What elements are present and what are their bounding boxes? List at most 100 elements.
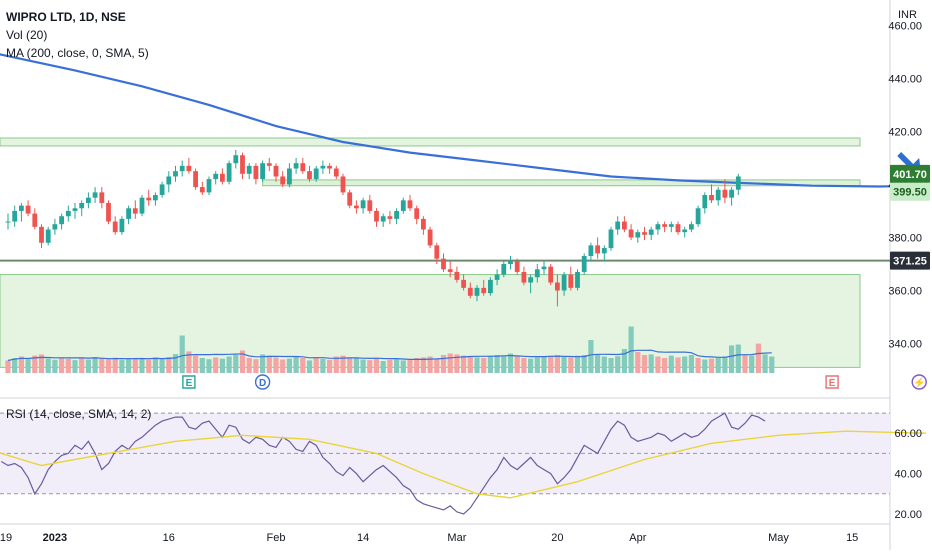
volume-bar — [286, 358, 292, 373]
volume-bar — [99, 358, 105, 373]
volume-bar — [347, 357, 353, 373]
volume-bar — [474, 357, 480, 373]
candle-body — [394, 210, 399, 219]
volume-bar — [92, 357, 98, 373]
time-tick-label: Mar — [447, 532, 466, 544]
volume-bar — [702, 359, 708, 373]
volume-bar — [260, 354, 266, 373]
volume-bar — [132, 358, 138, 373]
volume-bar — [360, 359, 366, 373]
volume-bars — [5, 326, 775, 373]
candle-body — [25, 205, 31, 214]
event-marker-label: E — [186, 378, 193, 389]
volume-bar — [206, 359, 212, 373]
volume-bar — [749, 355, 755, 373]
event-marker[interactable]: E — [182, 375, 196, 389]
volume-bar — [487, 356, 493, 373]
time-tick-label: 2023 — [43, 532, 67, 544]
rsi-tick-label: 60.00 — [894, 428, 922, 440]
legend-volume[interactable]: Vol (20) — [6, 28, 47, 42]
volume-bar — [688, 355, 694, 373]
volume-bar — [755, 343, 761, 373]
event-marker[interactable]: ⚡ — [911, 374, 927, 390]
volume-bar — [246, 358, 252, 373]
volume-bar — [769, 356, 775, 373]
volume-bar — [708, 358, 715, 373]
candle-body — [354, 205, 359, 209]
price-tick-label: 340.00 — [888, 339, 922, 351]
candle-body — [467, 287, 473, 296]
volume-bar — [333, 356, 339, 373]
candle-body — [287, 168, 292, 185]
time-tick-label: 16 — [163, 532, 175, 544]
candle-body — [501, 263, 507, 275]
candle-body — [146, 197, 152, 201]
candle-body — [112, 221, 118, 233]
candle-body — [675, 224, 681, 233]
candle-body — [72, 208, 78, 211]
volume-bar — [233, 355, 239, 373]
candle-body — [534, 269, 540, 278]
volume-bar — [400, 360, 406, 373]
legend-ma[interactable]: MA (200, close, 0, SMA, 5) — [6, 46, 149, 60]
candle-body — [601, 248, 607, 254]
candle-body — [380, 216, 386, 222]
zones — [0, 137, 890, 368]
candle-body — [454, 271, 460, 280]
volume-bar — [729, 345, 735, 373]
candle-body — [488, 279, 493, 294]
dividend-marker — [254, 374, 271, 390]
volume-bar — [166, 357, 172, 373]
volume-bar — [139, 358, 145, 373]
legend-rsi[interactable]: RSI (14, close, SMA, 14, 2) — [6, 407, 151, 421]
candle-body — [126, 208, 131, 219]
time-tick-label: 14 — [357, 532, 369, 544]
volume-bar — [440, 355, 447, 373]
candle-body — [273, 165, 279, 177]
moving-average — [0, 53, 926, 188]
candle-body — [39, 226, 44, 243]
volume-bar — [353, 358, 359, 373]
volume-bar — [655, 356, 661, 373]
volume-bar — [595, 354, 601, 373]
candle-body — [206, 179, 212, 193]
volume-bar — [105, 359, 112, 373]
volume-bar — [554, 355, 560, 373]
candle-body — [153, 195, 158, 201]
candle-body — [421, 218, 426, 230]
event-marker-label: D — [259, 378, 266, 389]
axes: 460.00440.00420.00400.00380.00360.00340.… — [0, 20, 922, 544]
volume-bar — [59, 357, 65, 373]
candle-body — [347, 192, 353, 206]
price-label-box — [890, 164, 930, 183]
volume-bar — [528, 358, 534, 373]
candle-body — [715, 189, 721, 201]
candle-body — [514, 261, 520, 272]
event-marker[interactable]: D — [254, 374, 271, 390]
candle-body — [615, 221, 621, 230]
volume-bar — [514, 356, 520, 373]
volume-bar — [373, 358, 380, 373]
price-tick-label: 440.00 — [888, 73, 922, 85]
event-marker[interactable]: E — [825, 375, 839, 389]
volume-bar — [715, 358, 721, 373]
candle-body — [407, 200, 413, 209]
price-label-box — [890, 251, 930, 270]
candle-body — [199, 187, 205, 193]
candle-body — [561, 274, 567, 291]
legend-symbol[interactable]: WIPRO LTD, 1D, NSE — [6, 10, 126, 24]
candle-body — [213, 173, 219, 180]
candle-body — [92, 192, 98, 198]
volume-bar — [447, 353, 453, 373]
candle-body — [139, 197, 145, 214]
volume-bar — [172, 354, 179, 373]
price-tick-label: 360.00 — [888, 285, 922, 297]
zone-box — [0, 137, 861, 147]
volume-bar — [762, 354, 768, 373]
volume-bar — [682, 356, 688, 373]
volume-bar — [119, 359, 125, 373]
volume-bar — [226, 356, 232, 373]
candle-body — [99, 192, 105, 203]
candle-body — [179, 165, 185, 172]
